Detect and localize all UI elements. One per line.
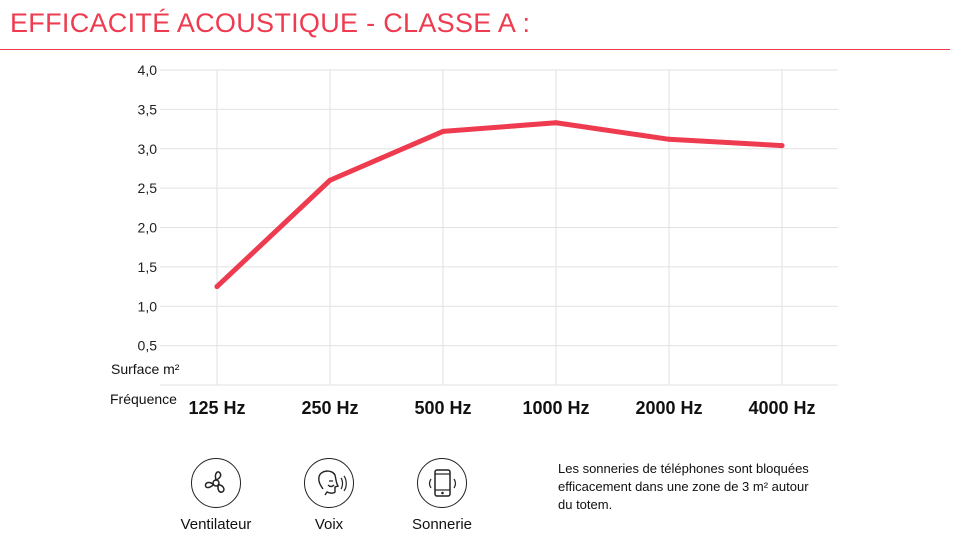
y-tick-label: 3,0 bbox=[138, 141, 158, 157]
x-tick-label: 1000 Hz bbox=[522, 398, 589, 418]
y-tick-label: 3,5 bbox=[138, 101, 158, 117]
legend-label: Ventilateur bbox=[180, 516, 252, 533]
legend-item-sonnerie: Sonnerie bbox=[387, 458, 497, 533]
page-title: EFFICACITÉ ACOUSTIQUE - CLASSE A : bbox=[10, 8, 531, 38]
y-tick-label: 1,5 bbox=[138, 259, 158, 275]
voice-icon bbox=[304, 458, 354, 508]
y-axis-label: Surface m² bbox=[111, 361, 180, 377]
fan-icon bbox=[191, 458, 241, 508]
y-tick-label: 0,5 bbox=[138, 338, 158, 354]
x-tick-label: 250 Hz bbox=[301, 398, 358, 418]
note-text: Les sonneries de téléphones sont bloquée… bbox=[558, 461, 809, 512]
data-point bbox=[214, 284, 220, 290]
acoustic-chart: 4,0 3,5 3,0 2,5 2,0 1,5 1,0 0,5 125 Hz 250 Hz 500… bbox=[110, 62, 838, 418]
legend-item-ventilateur: Ventilateur bbox=[161, 458, 271, 533]
x-tick-label: 4000 Hz bbox=[748, 398, 815, 418]
y-tick-label: 1,0 bbox=[138, 298, 158, 314]
data-point bbox=[779, 143, 785, 149]
legend-item-voix: Voix bbox=[274, 458, 384, 533]
legend-label: Sonnerie bbox=[411, 516, 473, 533]
x-tick-label: 2000 Hz bbox=[635, 398, 702, 418]
y-tick-labels: 4,0 3,5 3,0 2,5 2,0 1,5 1,0 0,5 bbox=[138, 62, 158, 354]
x-tick-labels: 125 Hz 250 Hz 500 Hz 1000 Hz 2000 Hz 4000 Hz bbox=[188, 398, 815, 418]
title-divider bbox=[0, 49, 950, 50]
y-tick-label: 4,0 bbox=[138, 62, 158, 78]
x-axis-label: Fréquence bbox=[110, 391, 177, 407]
x-tick-label: 500 Hz bbox=[414, 398, 471, 418]
data-point bbox=[327, 177, 333, 183]
phone-ring-icon bbox=[417, 458, 467, 508]
y-tick-label: 2,5 bbox=[138, 180, 158, 196]
legend-label: Voix bbox=[314, 516, 344, 533]
y-tick-label: 2,0 bbox=[138, 220, 158, 236]
chart-grid bbox=[160, 69, 838, 386]
data-point bbox=[666, 136, 672, 142]
data-point bbox=[553, 120, 559, 126]
x-tick-label: 125 Hz bbox=[188, 398, 245, 418]
series-line bbox=[214, 120, 785, 290]
data-point bbox=[440, 128, 446, 134]
